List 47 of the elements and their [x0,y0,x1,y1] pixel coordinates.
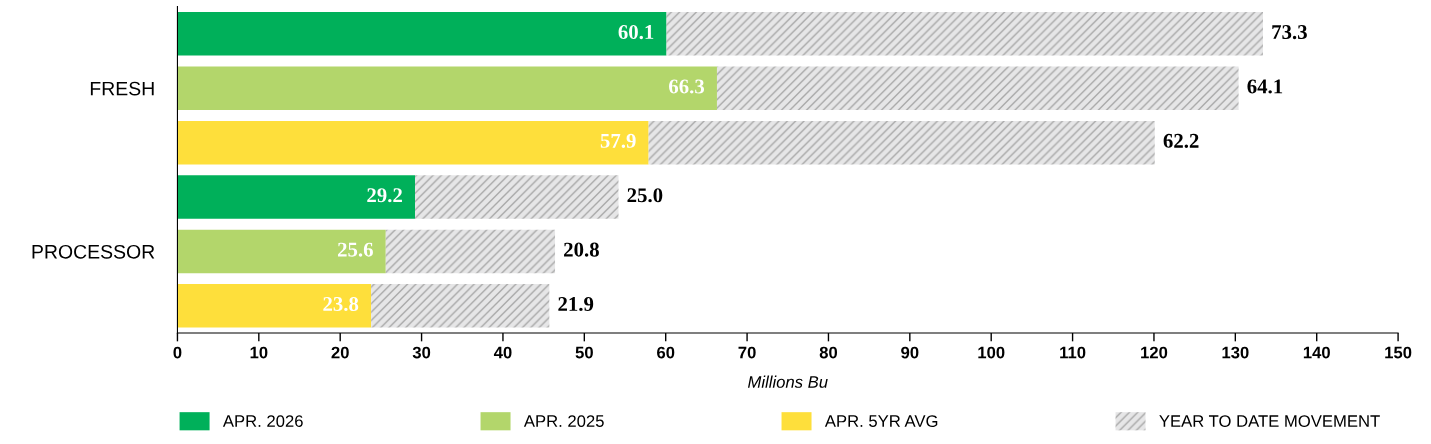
bar [385,229,556,274]
data-label: 25.6 [337,242,373,257]
bar [177,66,717,110]
data-label: 60.1 [618,25,654,40]
y-tick-label: FRESH [90,81,154,96]
data-label: 73.3 [1272,25,1307,40]
data-label: 57.9 [600,133,636,148]
x-tick-label: 10 [250,346,268,359]
x-tick-label: 150 [1385,346,1412,359]
data-label: 20.8 [564,242,599,257]
x-tick-label: 130 [1222,346,1249,359]
bar [177,175,416,219]
x-tick-label: 110 [1060,346,1086,359]
bar [177,120,649,165]
bar [177,229,386,274]
bar [415,175,619,219]
x-axis-title: Millions Bu [747,375,828,388]
bar [716,66,1239,110]
legend-label: APR. 5YR AVG [824,415,938,427]
x-tick-label: 90 [901,346,919,359]
bar [177,12,667,56]
data-label: 25.0 [627,188,663,203]
data-label: 21.9 [558,297,594,312]
x-tick-label: 140 [1303,346,1330,359]
legend-label: YEAR TO DATE MOVEMENT [1159,415,1380,427]
x-tick-label: 60 [657,346,675,359]
x-tick-label: 30 [412,346,431,359]
x-tick-label: 100 [978,346,1005,359]
x-tick-label: 40 [493,346,512,359]
x-tick-label: 70 [738,346,756,359]
data-label: 62.2 [1163,133,1199,148]
legend-label: APR. 2025 [523,415,604,427]
x-tick-label: 80 [819,346,838,359]
data-label: 64.1 [1247,79,1283,94]
data-label: 23.8 [323,296,359,312]
bar [177,284,372,328]
data-label: 29.2 [367,188,402,203]
bar [666,12,1263,56]
x-tick-label: 50 [575,346,593,359]
data-label: 66.3 [669,79,705,94]
bar [371,284,550,328]
x-tick-label: 120 [1141,346,1168,359]
bar [648,120,1155,165]
x-tick-label: 0 [173,346,182,359]
legend-label: APR. 2026 [222,415,303,427]
x-tick-label: 20 [331,346,349,359]
y-tick-label: PROCESSOR [32,244,155,259]
